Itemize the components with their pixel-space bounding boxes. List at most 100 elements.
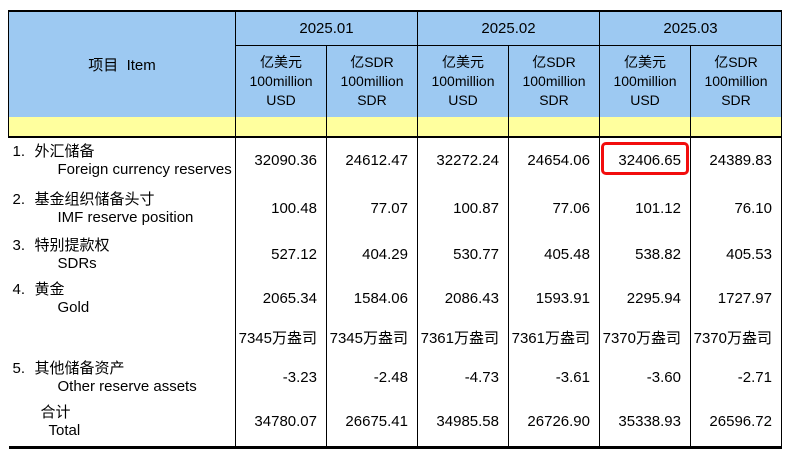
unit-currency-label: 亿美元 — [624, 53, 666, 70]
table-row-imf-reserve-position: 2. 基金组织储备头寸 IMF reserve position 100.48 … — [9, 187, 782, 233]
highlighted-value: 32406.65 — [618, 152, 681, 169]
value-cell: 26596.72 — [690, 402, 782, 447]
row-number: 5. — [12, 360, 26, 377]
row-number: 1. — [12, 143, 26, 160]
row-label-en: Foreign currency reserves — [57, 161, 232, 178]
gold-ounces-cell: 7345万盎司 — [235, 321, 327, 357]
row-number: 3. — [12, 236, 26, 254]
row-label-zh: 特别提款权 — [34, 236, 110, 254]
unit-scale-label: 100million — [340, 72, 404, 89]
unit-currency-label: 亿SDR — [714, 53, 758, 70]
unit-code-label: USD — [630, 91, 660, 108]
value-cell: 76.10 — [690, 187, 782, 233]
row-number: 2. — [12, 190, 26, 208]
row-label: 4. 黄金 Gold — [9, 279, 236, 321]
month-header-2025-03: 2025.03 — [599, 11, 782, 46]
gold-ounces-cell: 7370万盎司 — [690, 321, 782, 357]
value-cell: 24612.47 — [326, 137, 418, 187]
table-row-foreign-currency-reserves: 1. 外汇储备 Foreign currency reserves 32090.… — [9, 137, 782, 187]
row-label-en: Other reserve assets — [57, 378, 197, 395]
row-label: 合计 Total — [9, 402, 236, 447]
unit-scale-label: 100million — [249, 72, 313, 89]
item-column-header: 项目 Item — [8, 11, 236, 117]
value-cell: 100.87 — [417, 187, 509, 233]
unit-scale-label: 100million — [704, 72, 768, 89]
separator-cell — [690, 117, 782, 138]
value-cell: -2.71 — [690, 357, 782, 402]
unit-currency-label: 亿美元 — [442, 53, 484, 70]
value-cell: 26675.41 — [326, 402, 418, 447]
value-cell: 77.06 — [508, 187, 600, 233]
separator-row — [8, 117, 782, 138]
value-cell: 77.07 — [326, 187, 418, 233]
value-cell: 530.77 — [417, 233, 509, 279]
value-cell: 26726.90 — [508, 402, 600, 447]
row-label — [9, 321, 236, 357]
value-cell: 32272.24 — [417, 137, 509, 187]
row-label-zh: 基金组织储备头寸 — [34, 190, 155, 208]
value-cell: 527.12 — [235, 233, 327, 279]
value-cell: 538.82 — [599, 233, 691, 279]
value-cell: 2086.43 — [417, 279, 509, 321]
table-row-gold: 4. 黄金 Gold 2065.34 1584.06 2086.43 1593.… — [9, 279, 782, 321]
value-cell: 100.48 — [235, 187, 327, 233]
table-row-gold-ounces: 7345万盎司 7345万盎司 7361万盎司 7361万盎司 7370万盎司 … — [9, 321, 782, 357]
month-header-2025-02: 2025.02 — [417, 11, 600, 46]
row-label: 3. 特别提款权 SDRs — [9, 233, 236, 279]
value-cell-highlighted: 32406.65 — [599, 137, 691, 187]
separator-cell — [417, 117, 509, 138]
row-label-zh: 其他储备资产 — [34, 360, 125, 377]
row-label: 5. 其他储备资产 Other reserve assets — [9, 357, 236, 402]
unit-currency-label: 亿美元 — [260, 53, 302, 70]
value-cell: 405.53 — [690, 233, 782, 279]
value-cell: -3.60 — [599, 357, 691, 402]
value-cell: 1593.91 — [508, 279, 600, 321]
value-cell: -3.23 — [235, 357, 327, 402]
value-cell: 2295.94 — [599, 279, 691, 321]
row-label-en: Gold — [57, 298, 90, 316]
month-header-2025-01: 2025.01 — [235, 11, 418, 46]
gold-ounces-cell: 7361万盎司 — [508, 321, 600, 357]
value-cell: 2065.34 — [235, 279, 327, 321]
gold-ounces-cell: 7370万盎司 — [599, 321, 691, 357]
value-cell: 1584.06 — [326, 279, 418, 321]
unit-header-usd-mar: 亿美元 100million USD — [599, 45, 691, 117]
unit-scale-label: 100million — [522, 72, 586, 89]
unit-header-sdr-mar: 亿SDR 100million SDR — [690, 45, 782, 117]
table-row-other-reserve-assets: 5. 其他储备资产 Other reserve assets -3.23 -2.… — [9, 357, 782, 402]
separator-cell — [508, 117, 600, 138]
value-cell: 34985.58 — [417, 402, 509, 447]
row-label-zh: 外汇储备 — [34, 143, 95, 160]
row-label-zh: 黄金 — [34, 280, 65, 298]
gold-ounces-cell: 7345万盎司 — [326, 321, 418, 357]
official-reserve-assets-table: 项目 Item 2025.01 2025.02 2025.03 亿美元 100m… — [8, 10, 782, 449]
unit-currency-label: 亿SDR — [350, 53, 394, 70]
unit-code-label: USD — [448, 91, 478, 108]
value-cell: 32090.36 — [235, 137, 327, 187]
value-cell: 405.48 — [508, 233, 600, 279]
gold-ounces-cell: 7361万盎司 — [417, 321, 509, 357]
separator-cell — [599, 117, 691, 138]
unit-scale-label: 100million — [613, 72, 677, 89]
unit-scale-label: 100million — [431, 72, 495, 89]
unit-code-label: SDR — [721, 91, 751, 108]
table-row-sdrs: 3. 特别提款权 SDRs 527.12 404.29 530.77 405.4… — [9, 233, 782, 279]
row-label: 2. 基金组织储备头寸 IMF reserve position — [9, 187, 236, 233]
unit-header-usd-feb: 亿美元 100million USD — [417, 45, 509, 117]
unit-code-label: USD — [266, 91, 296, 108]
unit-header-sdr-jan: 亿SDR 100million SDR — [326, 45, 418, 117]
row-label: 1. 外汇储备 Foreign currency reserves — [9, 137, 236, 187]
unit-header-sdr-feb: 亿SDR 100million SDR — [508, 45, 600, 117]
separator-cell — [326, 117, 418, 138]
separator-cell — [8, 117, 236, 138]
row-label-zh: 合计 — [40, 404, 71, 422]
value-cell: -4.73 — [417, 357, 509, 402]
unit-header-usd-jan: 亿美元 100million USD — [235, 45, 327, 117]
value-cell: 24654.06 — [508, 137, 600, 187]
value-cell: -2.48 — [326, 357, 418, 402]
unit-code-label: SDR — [357, 91, 387, 108]
table-row-total: 合计 Total 34780.07 26675.41 34985.58 2672… — [9, 402, 782, 447]
row-label-en: IMF reserve position — [57, 208, 194, 226]
value-cell: 34780.07 — [235, 402, 327, 447]
separator-cell — [235, 117, 327, 138]
